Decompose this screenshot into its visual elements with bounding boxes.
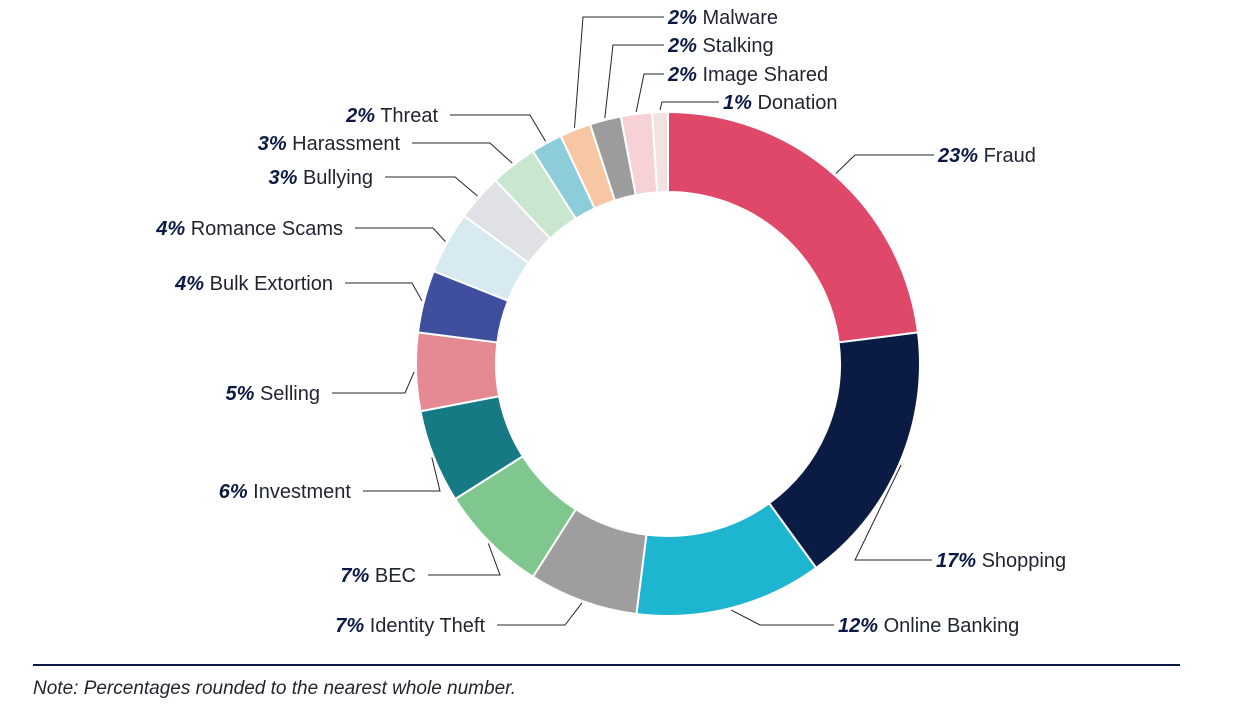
slice-fraud — [667, 110, 920, 344]
slice-category: Threat — [375, 105, 438, 127]
slice-donation — [651, 110, 669, 194]
slice-category: Bullying — [297, 167, 373, 189]
slice-label: 12% Online Banking — [838, 615, 1019, 637]
slice-label: 4% Romance Scams — [155, 218, 343, 240]
leader-line — [355, 227, 446, 242]
leader-line — [854, 464, 932, 561]
slice-percent: 1% — [723, 92, 752, 114]
slice-percent: 2% — [667, 7, 697, 29]
leader-line — [835, 154, 934, 174]
divider-line — [33, 664, 1180, 666]
leader-line — [635, 73, 664, 113]
slice-category: Investment — [248, 481, 352, 503]
leader-line — [345, 282, 423, 302]
leader-line — [412, 142, 513, 164]
leader-line — [332, 371, 415, 394]
slice-category: Image Shared — [697, 64, 828, 86]
slice-label: 7% BEC — [340, 565, 416, 587]
slice-label: 6% Investment — [219, 481, 352, 503]
slice-percent: 12% — [838, 615, 878, 637]
slice-percent: 2% — [667, 64, 697, 86]
leader-line — [385, 176, 478, 197]
slice-label: 17% Shopping — [936, 550, 1066, 572]
leader-line — [730, 609, 834, 626]
slice-percent: 4% — [174, 273, 204, 295]
slice-category: Bulk Extortion — [204, 273, 333, 295]
leader-line — [497, 602, 583, 626]
slice-selling — [415, 331, 501, 413]
slice-category: Stalking — [697, 35, 774, 57]
slice-label: 4% Bulk Extortion — [174, 273, 333, 295]
slice-percent: 17% — [936, 550, 976, 572]
slice-percent: 3% — [268, 167, 297, 189]
slice-category: Harassment — [287, 133, 401, 155]
leader-line — [573, 16, 664, 128]
donut-chart: 23% Fraud 17% Shopping 12% Online Banking 7… — [155, 7, 1066, 637]
slice-label: 3% Bullying — [268, 167, 373, 189]
slice-label: 2% Stalking — [667, 35, 774, 57]
leader-line — [659, 101, 719, 111]
slice-label: 1% Donation — [723, 92, 838, 114]
slice-category: Selling — [254, 383, 320, 405]
slice-category: Identity Theft — [364, 615, 485, 637]
slice-percent: 2% — [667, 35, 697, 57]
slice-percent: 23% — [937, 145, 978, 167]
slice-label: 7% Identity Theft — [335, 615, 485, 637]
slice-label: 23% Fraud — [937, 145, 1036, 167]
slice-percent: 7% — [340, 565, 369, 587]
slice-label: 2% Malware — [667, 7, 778, 29]
slice-percent: 7% — [335, 615, 364, 637]
leader-line — [363, 457, 441, 492]
slice-percent: 2% — [345, 105, 375, 127]
leader-line — [428, 543, 501, 576]
slice-label: 2% Threat — [345, 105, 438, 127]
slice-category: Online Banking — [878, 615, 1019, 637]
slice-percent: 4% — [155, 218, 185, 240]
slice-category: Romance Scams — [185, 218, 343, 240]
slice-category: BEC — [369, 565, 416, 587]
leader-line — [604, 44, 664, 119]
slice-label: 3% Harassment — [258, 133, 401, 155]
slice-category: Malware — [697, 7, 778, 29]
slice-category: Fraud — [978, 145, 1036, 167]
slice-percent: 6% — [219, 481, 248, 503]
slice-label: 5% Selling — [225, 383, 320, 405]
footnote: Note: Percentages rounded to the nearest… — [33, 678, 517, 699]
slice-category: Shopping — [976, 550, 1066, 572]
slice-category: Donation — [752, 92, 838, 114]
slice-percent: 3% — [258, 133, 287, 155]
slice-label: 2% Image Shared — [667, 64, 828, 86]
slice-percent: 5% — [225, 383, 254, 405]
slice-shopping — [767, 331, 921, 570]
leader-line — [450, 114, 547, 142]
